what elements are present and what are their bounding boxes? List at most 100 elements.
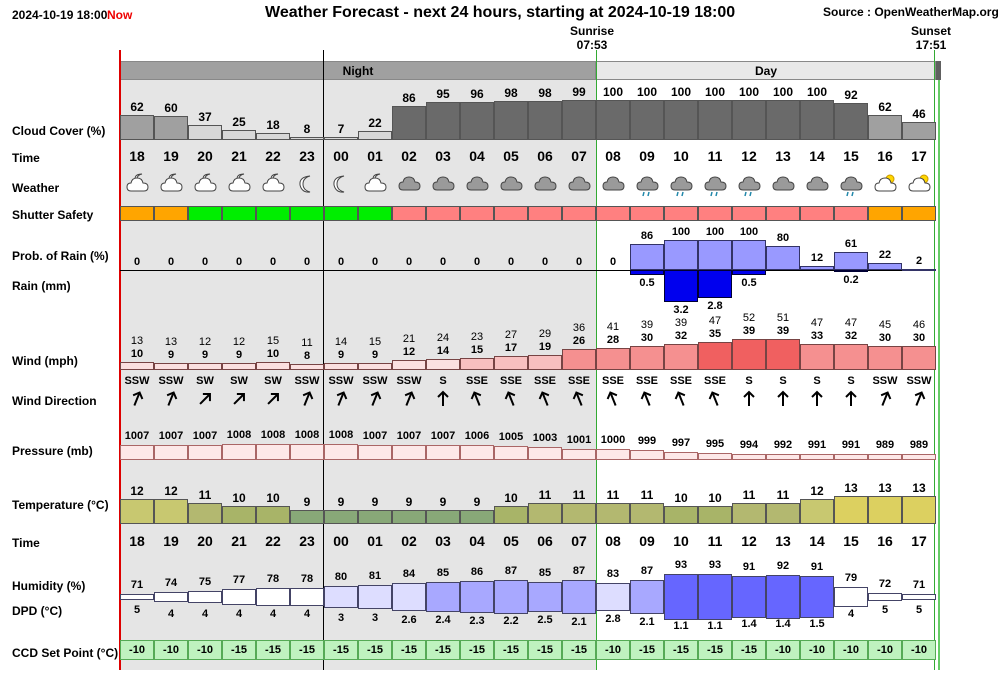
time-cell-2: 17 xyxy=(911,533,927,549)
cloud-bar xyxy=(528,101,562,140)
rain-icon xyxy=(704,176,727,197)
humidity-value: 78 xyxy=(266,573,280,585)
prob-rain-bar xyxy=(630,244,664,270)
dpd-value: 4 xyxy=(847,608,855,620)
cloud-icon xyxy=(466,176,489,191)
pressure-bar xyxy=(868,454,902,460)
prob-rain-bar xyxy=(664,240,698,270)
wind-bar xyxy=(358,363,392,370)
rain-value: 0.5 xyxy=(639,277,655,289)
wind-bar xyxy=(766,339,800,370)
wind-speed-value: 10 xyxy=(266,348,280,360)
cloud-value: 100 xyxy=(738,85,760,99)
wind-bar xyxy=(834,344,868,370)
cloud-icon xyxy=(806,176,829,191)
humidity-value: 92 xyxy=(776,560,790,572)
wind-arrow-icon xyxy=(880,391,892,406)
pressure-value: 997 xyxy=(671,437,691,449)
partly-cloudy-night-icon xyxy=(262,173,285,192)
wind-direction-value: SSE xyxy=(703,375,726,387)
prob-rain-bar xyxy=(732,240,766,270)
humidity-value: 91 xyxy=(810,561,824,573)
shutter-cell xyxy=(732,206,766,221)
ccd-cell xyxy=(460,640,494,660)
pressure-bar xyxy=(222,444,256,460)
humidity-bar xyxy=(188,591,222,603)
shutter-cell xyxy=(188,206,222,221)
wind-arrow-icon xyxy=(302,391,314,406)
prob-rain-value: 0 xyxy=(541,256,549,268)
wind-arrow-icon xyxy=(470,391,482,406)
shutter-cell xyxy=(358,206,392,221)
wind-bar xyxy=(800,344,834,370)
wind-direction-value: S xyxy=(745,375,753,387)
wind-direction-value: SSW xyxy=(294,375,320,387)
cloud-bar xyxy=(834,103,868,140)
pressure-value: 1008 xyxy=(260,429,286,441)
wind-direction-label: Wind Direction xyxy=(12,394,97,408)
temperature-bar xyxy=(528,503,562,524)
ccd-cell xyxy=(154,640,188,660)
wind-direction-value: SSW xyxy=(362,375,388,387)
moon-icon xyxy=(299,175,311,193)
humidity-bar xyxy=(120,594,154,600)
wind-bar xyxy=(188,363,222,370)
pressure-value: 1001 xyxy=(566,434,592,446)
humidity-value: 86 xyxy=(470,566,484,578)
time-cell-2: 14 xyxy=(809,533,825,549)
shutter-cell xyxy=(528,206,562,221)
wind-direction-value: SW xyxy=(196,375,214,387)
humidity-bar xyxy=(460,581,494,613)
prob-rain-value: 0 xyxy=(405,256,413,268)
wind-arrow-icon xyxy=(504,391,516,406)
wind-bar xyxy=(732,339,766,370)
dpd-value: 1.4 xyxy=(741,618,757,630)
ccd-value: -15 xyxy=(741,644,757,656)
wind-speed-value: 30 xyxy=(878,332,892,344)
humidity-bar xyxy=(392,583,426,611)
ccd-cell xyxy=(494,640,528,660)
time-cell-2: 02 xyxy=(401,533,417,549)
time-cell-2: 20 xyxy=(197,533,213,549)
time-cell: 03 xyxy=(435,148,451,164)
temperature-value: 12 xyxy=(164,484,178,498)
sunset-time: 17:51 xyxy=(915,38,947,52)
wind-gust-value: 13 xyxy=(164,336,178,348)
cloud-value: 100 xyxy=(602,85,624,99)
rain-bar xyxy=(698,270,732,298)
wind-direction-value: S xyxy=(847,375,855,387)
pressure-bar xyxy=(256,444,290,460)
time-cell: 16 xyxy=(877,148,893,164)
ccd-value: -15 xyxy=(231,644,247,656)
humidity-value: 91 xyxy=(742,561,756,573)
humidity-bar xyxy=(358,585,392,609)
temperature-value: 10 xyxy=(504,491,518,505)
time-cell: 09 xyxy=(639,148,655,164)
humidity-bar xyxy=(868,593,902,601)
wind-direction-value: SSE xyxy=(567,375,590,387)
wind-bar xyxy=(460,358,494,370)
dpd-value: 4 xyxy=(201,608,209,620)
ccd-cell xyxy=(698,640,732,660)
wind-speed-value: 15 xyxy=(470,344,484,356)
cloud-value: 62 xyxy=(130,100,144,114)
prob-rain-value: 100 xyxy=(671,226,691,238)
wind-gust-value: 45 xyxy=(878,319,892,331)
shutter-cell xyxy=(392,206,426,221)
pressure-value: 1007 xyxy=(192,430,218,442)
cloud-bar xyxy=(596,100,630,140)
ccd-cell xyxy=(800,640,834,660)
ccd-value: -15 xyxy=(537,644,553,656)
time-cell: 23 xyxy=(299,148,315,164)
dpd-value: 2.2 xyxy=(503,615,519,627)
prob-rain-value: 0 xyxy=(337,256,345,268)
humidity-bar xyxy=(222,589,256,605)
dpd-value: 4 xyxy=(303,608,311,620)
humidity-value: 93 xyxy=(674,559,688,571)
wind-speed-value: 9 xyxy=(201,349,209,361)
temperature-bar xyxy=(494,506,528,524)
wind-speed-value: 17 xyxy=(504,342,518,354)
humidity-bar xyxy=(800,576,834,618)
wind-direction-value: S xyxy=(813,375,821,387)
humidity-bar xyxy=(154,592,188,602)
